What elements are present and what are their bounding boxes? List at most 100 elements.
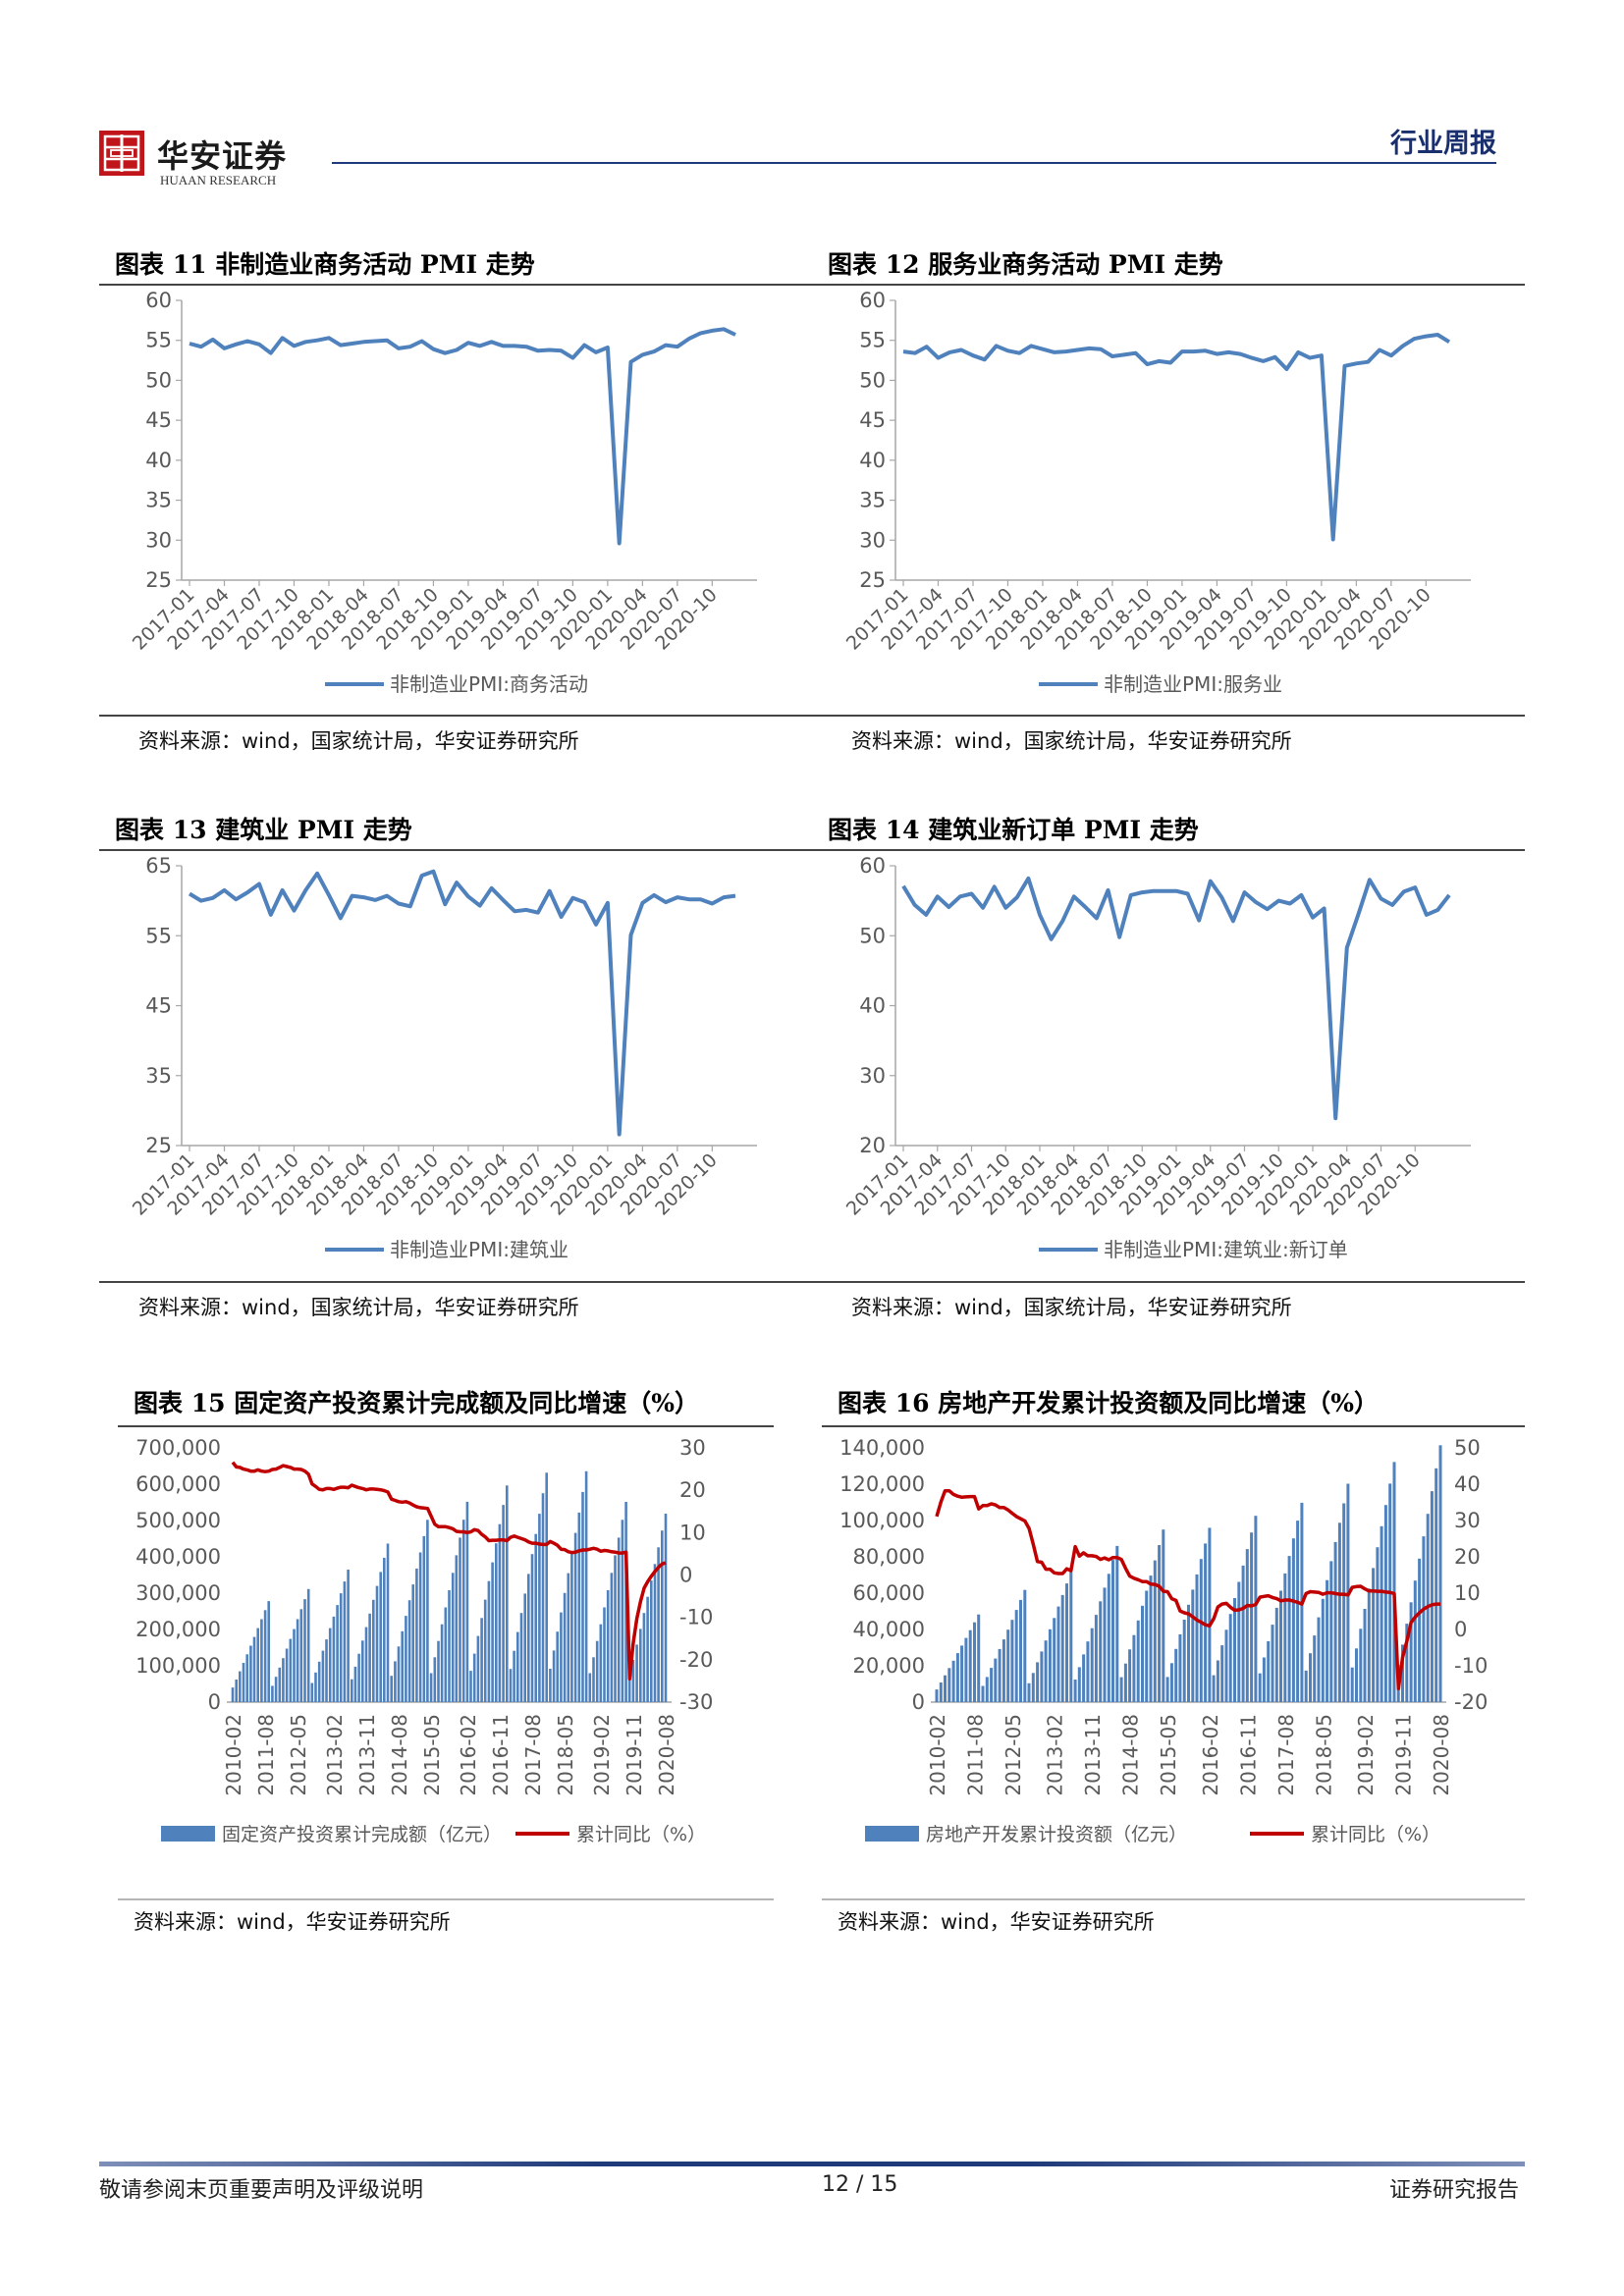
- y-left-tick-label: 60,000: [853, 1581, 925, 1605]
- chart-16: 140,000 120,000 100,000 80,000 60,000 40,000 2…: [839, 1436, 1488, 1845]
- bar: [516, 1631, 519, 1702]
- y-right-tick-label: 0: [1454, 1618, 1467, 1641]
- y-right-tick-label: 10: [679, 1521, 706, 1544]
- bar: [1372, 1568, 1376, 1702]
- series-line: [188, 869, 736, 1137]
- bar: [538, 1514, 541, 1702]
- bar: [523, 1593, 526, 1702]
- bar: [418, 1552, 422, 1702]
- y-right-tick-label: -30: [679, 1690, 713, 1714]
- y-tick-label: 20: [859, 1134, 886, 1157]
- bar: [560, 1612, 563, 1702]
- bar: [570, 1553, 573, 1702]
- bar: [502, 1505, 505, 1702]
- series-line: [902, 333, 1451, 542]
- brand-subtitle: HUAAN RESEARCH: [160, 173, 277, 187]
- x-tick-label: 2019-02: [590, 1714, 614, 1796]
- y-right-tick-label: 50: [1454, 1436, 1481, 1460]
- chart-12-title: 图表 12 服务业商务活动 PMI 走势: [828, 250, 1223, 279]
- bar: [513, 1650, 515, 1702]
- y-tick-label: 30: [859, 528, 886, 552]
- bar: [1069, 1572, 1073, 1702]
- bar: [1174, 1648, 1178, 1702]
- bar: [296, 1619, 299, 1702]
- y-left-tick-label: 40,000: [853, 1618, 925, 1641]
- x-tick-label: 2011-08: [254, 1714, 278, 1796]
- growth-line: [935, 1488, 1440, 1691]
- chart-16-source: 资料来源：wind，华安证券研究所: [838, 1910, 1155, 1934]
- bar: [1153, 1560, 1157, 1702]
- bar: [372, 1599, 375, 1702]
- y-left-tick-label: 100,000: [839, 1509, 925, 1532]
- chart-15-top-rule: [118, 1425, 774, 1427]
- bar: [336, 1605, 339, 1702]
- y-right-tick-label: 20: [679, 1478, 706, 1502]
- y-left-tick-label: 80,000: [853, 1545, 925, 1569]
- bar: [1237, 1581, 1241, 1702]
- bar: [1245, 1549, 1249, 1702]
- bar: [661, 1530, 664, 1702]
- bar: [1065, 1583, 1068, 1702]
- bar: [498, 1523, 502, 1702]
- y-tick-label: 45: [145, 408, 172, 432]
- bar: [939, 1682, 943, 1702]
- bar: [1195, 1574, 1199, 1702]
- bar: [1435, 1468, 1438, 1702]
- y-tick-label: 35: [145, 1064, 172, 1088]
- bar: [545, 1472, 548, 1702]
- y-left-tick-label: 400,000: [135, 1545, 221, 1569]
- bar: [964, 1637, 968, 1702]
- bar: [263, 1610, 267, 1702]
- bar: [1262, 1657, 1266, 1702]
- bar: [429, 1673, 433, 1702]
- x-tick-label: 2013-02: [1044, 1714, 1067, 1796]
- y-right-tick-label: 30: [1454, 1509, 1481, 1532]
- legend-line-label: 累计同比（%）: [576, 1824, 706, 1845]
- bar: [1044, 1640, 1048, 1702]
- bar: [530, 1554, 534, 1702]
- bar: [1031, 1673, 1035, 1702]
- bar: [361, 1640, 364, 1702]
- bar: [411, 1584, 414, 1702]
- bar: [631, 1660, 635, 1702]
- bar: [483, 1599, 487, 1702]
- y-left-tick-label: 500,000: [135, 1509, 221, 1532]
- page-number: 12 / 15: [822, 2172, 898, 2197]
- y-tick-label: 50: [859, 924, 886, 947]
- bar: [252, 1636, 256, 1702]
- bar: [552, 1650, 556, 1702]
- x-tick-label: 2016-11: [1236, 1714, 1260, 1796]
- y-right-tick-label: 0: [679, 1564, 692, 1587]
- bar: [1326, 1579, 1329, 1702]
- bar: [317, 1661, 321, 1702]
- chart-15-bottom-rule: [118, 1898, 774, 1900]
- bar: [459, 1537, 461, 1702]
- bar: [1274, 1607, 1278, 1702]
- bar: [614, 1555, 617, 1702]
- bar: [1376, 1547, 1380, 1702]
- bar: [491, 1562, 494, 1702]
- chart-13-title: 图表 13 建筑业 PMI 走势: [115, 816, 412, 844]
- bar: [534, 1533, 537, 1702]
- x-tick-label: 2015-05: [1157, 1714, 1180, 1796]
- y-right-tick-label: -20: [679, 1648, 713, 1672]
- x-tick-label: 2010-02: [222, 1714, 245, 1796]
- bar: [509, 1669, 513, 1702]
- bar: [1036, 1662, 1040, 1702]
- bar: [347, 1570, 350, 1702]
- bar: [1241, 1565, 1245, 1702]
- bar: [947, 1668, 951, 1702]
- bar: [1199, 1559, 1203, 1702]
- bar: [1304, 1670, 1308, 1702]
- bar: [397, 1646, 401, 1702]
- chart-16-top-rule: [822, 1425, 1525, 1427]
- chart-12: 25303540455055602017-012017-042017-07201…: [842, 289, 1471, 696]
- bar: [1271, 1625, 1274, 1702]
- chart-13: 25354555652017-012017-042017-072017-1020…: [129, 854, 757, 1261]
- bar: [469, 1671, 472, 1702]
- bar: [1212, 1675, 1216, 1702]
- bar: [592, 1657, 595, 1702]
- x-tick-label: 2010-02: [926, 1714, 949, 1796]
- bar: [527, 1574, 530, 1702]
- bar: [332, 1616, 336, 1702]
